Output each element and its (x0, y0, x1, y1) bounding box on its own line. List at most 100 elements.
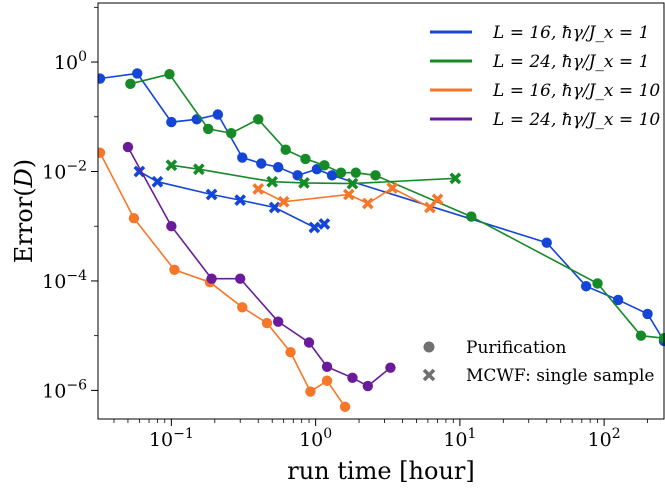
cross-stroke (361, 197, 374, 210)
mcwf-point (298, 176, 310, 189)
mcwf-point (424, 201, 436, 214)
cross-stroke (268, 201, 281, 214)
purification-point (166, 116, 177, 128)
mcwf-point (192, 163, 205, 176)
cross-stroke (308, 221, 321, 234)
x-tick-label: 101 (443, 426, 476, 451)
y-tick-label: 10−6 (42, 377, 87, 402)
purification-point (212, 109, 224, 120)
purification-legend-marker (423, 341, 435, 353)
purification-point (285, 346, 296, 358)
mcwf-point (308, 221, 321, 234)
cross-stroke (252, 183, 265, 195)
purification-point (635, 330, 647, 341)
purification-point (612, 294, 624, 306)
mcwf-point (386, 182, 399, 194)
mcwf-point (165, 159, 178, 172)
marker-legend-entry: Purification (423, 338, 566, 358)
cross-stroke (192, 163, 205, 176)
purification-point (541, 237, 552, 248)
axes: 10−1 100 101 102 10−6 10−4 10−2 100 (42, 6, 648, 451)
purification-point (128, 213, 140, 224)
series-3 (98, 147, 444, 413)
purification-point (253, 114, 264, 125)
legend-label: L = 16, ħγ/J_x = 10 (492, 81, 660, 101)
purification-point (466, 211, 477, 222)
purification-point (326, 170, 338, 181)
mcwf-line (171, 164, 456, 185)
purification-point (592, 278, 603, 289)
mcwf-point (268, 201, 281, 214)
purification-point (98, 147, 106, 158)
purification-point (226, 128, 237, 139)
purification-point (256, 158, 267, 169)
purification-point (235, 273, 246, 284)
purification-point (132, 68, 143, 79)
purification-point (125, 78, 136, 90)
x-tick-label: 102 (588, 426, 621, 451)
cross-stroke (449, 172, 462, 185)
purification-point (350, 167, 362, 178)
mcwf-legend-marker (422, 368, 436, 382)
purification-point (658, 332, 665, 344)
purification-point (362, 380, 374, 392)
cross-stroke (234, 194, 247, 206)
purification-point (339, 401, 351, 413)
x-axis-label: run time [hour] (287, 457, 475, 485)
cross-stroke (346, 177, 359, 190)
mcwf-point (252, 183, 265, 195)
purification-point (280, 144, 291, 155)
marker-legend-entry: MCWF: single sample (422, 366, 654, 386)
cross-stroke (386, 182, 399, 194)
legend-label: L = 24, ħγ/J_x = 10 (492, 110, 660, 130)
marker-legend-label: MCWF: single sample (466, 366, 654, 386)
purification-point (321, 375, 333, 386)
cross-stroke (266, 175, 279, 188)
purification-point (237, 302, 248, 313)
cross-stroke (431, 193, 444, 206)
cross-stroke (424, 201, 436, 214)
x-tick-label: 10−1 (149, 426, 194, 451)
purification-point (335, 167, 347, 178)
legend-entry: L = 16, ħγ/J_x = 1 (430, 23, 649, 43)
y-axis-label: Error(D) (10, 159, 38, 263)
purification-point (300, 153, 311, 165)
purification-point (202, 123, 214, 135)
purification-point (370, 170, 381, 181)
y-tick-label: 10−4 (42, 268, 87, 293)
cross-stroke (422, 368, 436, 382)
purification-point (580, 281, 592, 292)
legend-label: L = 16, ħγ/J_x = 1 (492, 23, 649, 43)
purification-point (642, 308, 653, 320)
cross-stroke (298, 176, 310, 189)
purification-point (166, 221, 177, 232)
legend-entry: L = 16, ħγ/J_x = 10 (430, 81, 660, 101)
purification-point (305, 386, 316, 397)
legend-label: L = 24, ħγ/J_x = 1 (492, 52, 649, 72)
cross-stroke (151, 175, 164, 188)
purification-point (347, 372, 358, 383)
legend-entry: L = 24, ħγ/J_x = 10 (430, 110, 660, 130)
mcwf-point (346, 177, 359, 190)
purification-point (169, 264, 180, 275)
marker-legend-label: Purification (466, 338, 566, 358)
purification-point (206, 273, 217, 284)
purification-point (122, 141, 134, 153)
plot-frame (97, 2, 665, 420)
purification-line (99, 152, 346, 408)
purification-point (321, 361, 333, 372)
cross-stroke (277, 195, 290, 208)
y-tick-label: 100 (54, 49, 87, 74)
cross-stroke (205, 188, 218, 201)
purification-point (98, 73, 106, 84)
purification-point (272, 161, 284, 173)
purification-point (261, 317, 273, 329)
marker-legend: Purification MCWF: single sample (422, 338, 654, 386)
mcwf-point (361, 197, 374, 210)
mcwf-point (151, 175, 164, 188)
purification-point (272, 316, 284, 327)
mcwf-point (266, 175, 279, 188)
purification-point (164, 68, 175, 80)
y-tick-label: 10−2 (42, 158, 87, 183)
